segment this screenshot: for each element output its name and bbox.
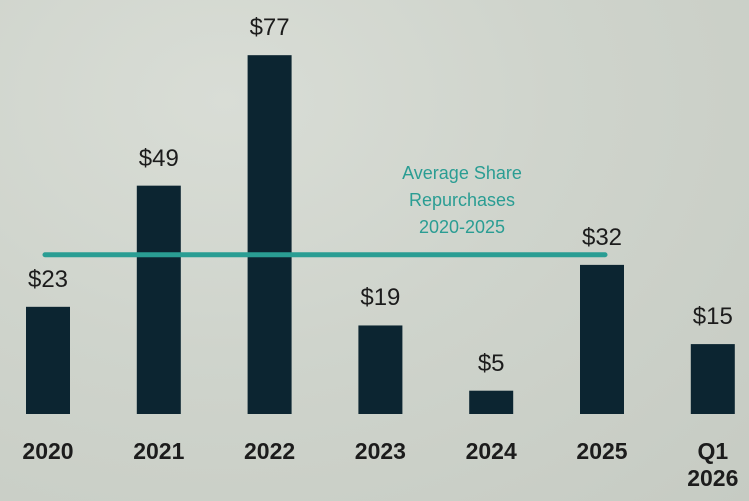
value-label: $32	[581, 223, 623, 251]
bar	[690, 344, 735, 414]
x-tick-label: 2022	[244, 438, 296, 464]
bar	[469, 390, 514, 414]
x-tick-label: 2024	[465, 438, 517, 464]
value-label: $5	[477, 349, 505, 377]
x-tick-label: Q1 2026	[687, 438, 739, 491]
bar	[136, 185, 181, 414]
x-tick-label: 2025	[576, 438, 628, 464]
bar	[247, 55, 292, 415]
value-label: $15	[692, 303, 733, 331]
x-tick-label: 2023	[354, 438, 406, 464]
value-label: $49	[138, 144, 179, 172]
bar	[580, 264, 624, 414]
value-label: $19	[360, 284, 401, 312]
bar	[358, 325, 403, 414]
x-tick-label: 2021	[133, 438, 185, 464]
x-tick-label: 2020	[22, 438, 74, 464]
average-annotation: Average Share Repurchases 2020-2025	[402, 163, 522, 237]
bar	[26, 306, 70, 414]
value-label: $23	[27, 265, 69, 293]
value-label: $77	[249, 14, 290, 42]
